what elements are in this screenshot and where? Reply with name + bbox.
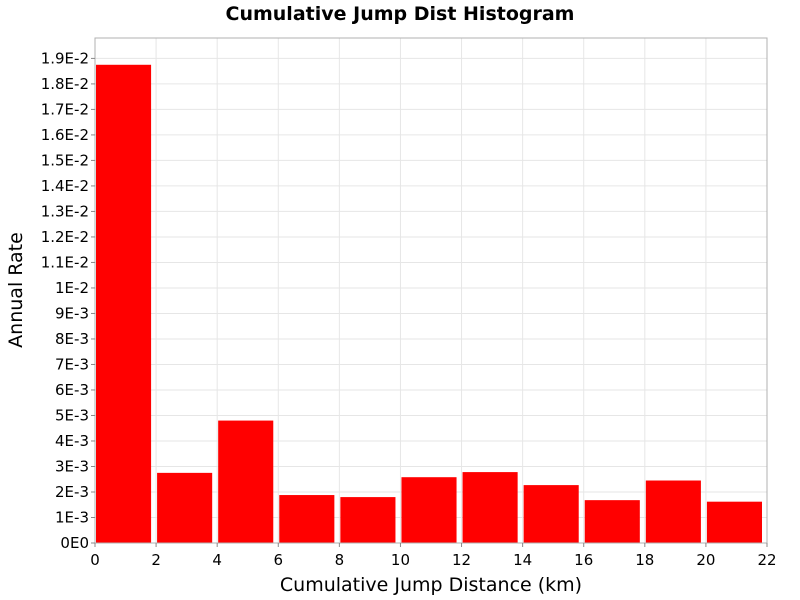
histogram-bar — [645, 480, 701, 543]
x-axis-ticks: 0 2 4 6 8 10 12 14 16 18 20 22 — [90, 543, 777, 569]
histogram-bar — [706, 501, 762, 543]
y-tick-label: 1.5E-2 — [41, 151, 89, 169]
y-tick-label: 1E-2 — [55, 279, 89, 297]
histogram-bar — [584, 500, 640, 543]
y-tick-label: 1.3E-2 — [41, 202, 89, 220]
histogram-bar — [279, 495, 335, 543]
histogram-bar — [218, 420, 274, 543]
x-tick-label: 20 — [696, 551, 715, 569]
histogram-bar — [401, 477, 457, 543]
histogram-bar — [340, 497, 396, 543]
y-tick-label: 3E-3 — [55, 457, 89, 475]
y-tick-label: 8E-3 — [55, 330, 89, 348]
y-tick-label: 1.1E-2 — [41, 253, 89, 271]
x-tick-label: 8 — [335, 551, 345, 569]
histogram-bar — [462, 472, 518, 543]
x-tick-label: 10 — [391, 551, 410, 569]
y-tick-label: 1.2E-2 — [41, 228, 89, 246]
x-tick-label: 0 — [90, 551, 100, 569]
y-tick-label: 2E-3 — [55, 483, 89, 501]
y-tick-label: 7E-3 — [55, 355, 89, 373]
y-axis-ticks: 0E0 1E-3 2E-3 3E-3 4E-3 5E-3 6E-3 7E-3 8E-3 9E-3 1… — [41, 49, 95, 552]
y-tick-label: 1.8E-2 — [41, 75, 89, 93]
y-tick-label: 1.7E-2 — [41, 100, 89, 118]
x-tick-label: 6 — [273, 551, 283, 569]
y-axis-label: Annual Rate — [5, 232, 27, 348]
y-tick-label: 1.9E-2 — [41, 49, 89, 67]
chart-title: Cumulative Jump Dist Histogram — [226, 3, 575, 25]
histogram-bar — [96, 64, 152, 543]
x-tick-label: 12 — [452, 551, 471, 569]
y-tick-label: 1.4E-2 — [41, 177, 89, 195]
bars — [96, 64, 762, 543]
y-tick-label: 5E-3 — [55, 406, 89, 424]
y-tick-label: 9E-3 — [55, 304, 89, 322]
y-tick-label: 1.6E-2 — [41, 126, 89, 144]
y-tick-label: 4E-3 — [55, 432, 89, 450]
x-tick-label: 4 — [212, 551, 222, 569]
histogram-bar — [157, 472, 213, 543]
x-axis-label: Cumulative Jump Distance (km) — [280, 574, 582, 596]
y-tick-label: 1E-3 — [55, 508, 89, 526]
x-tick-label: 18 — [635, 551, 654, 569]
x-tick-label: 22 — [757, 551, 776, 569]
histogram-bar — [523, 485, 579, 543]
y-tick-label: 0E0 — [60, 534, 89, 552]
x-tick-label: 14 — [513, 551, 532, 569]
x-tick-label: 16 — [574, 551, 593, 569]
y-tick-label: 6E-3 — [55, 381, 89, 399]
x-tick-label: 2 — [151, 551, 161, 569]
plot-frame — [94, 37, 768, 544]
